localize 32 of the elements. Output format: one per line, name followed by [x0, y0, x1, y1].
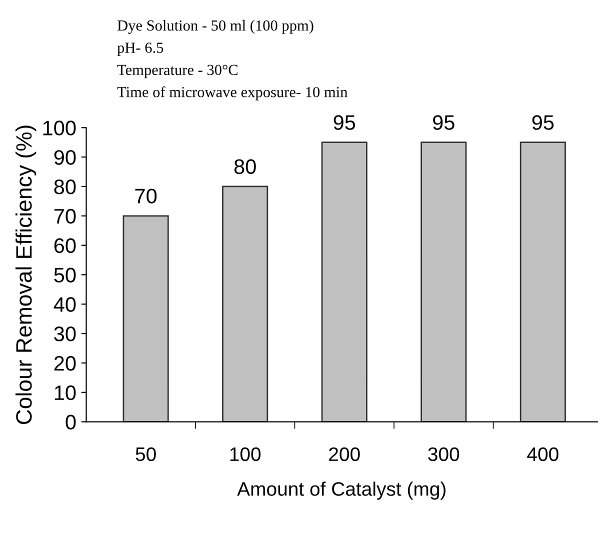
y-tick-label: 20 [54, 356, 76, 371]
x-axis-title: Amount of Catalyst (mg) [237, 482, 446, 500]
y-axis-title: Colour Removal Efficiency (%) [15, 126, 36, 424]
bar [222, 186, 268, 422]
data-label: 95 [532, 115, 554, 130]
y-tick-label: 80 [54, 179, 76, 194]
y-tick-label: 60 [54, 238, 76, 254]
data-label: 95 [433, 115, 454, 130]
y-tick-label: 90 [54, 150, 76, 165]
y-tick-label: 10 [54, 385, 76, 400]
y-tick-label: 30 [54, 326, 76, 342]
text: Temperature - 30°C [117, 64, 238, 78]
x-tick-label: 400 [527, 447, 558, 462]
x-tick-label: 200 [329, 447, 360, 462]
bar [122, 215, 169, 422]
y-tick-label: 0 [66, 414, 76, 430]
x-tick-label: 300 [428, 447, 460, 462]
text: Time of microwave exposure- 10 min [117, 86, 348, 100]
y-tick-label: 50 [54, 268, 76, 282]
y-tick-label: 100 [43, 120, 76, 136]
data-label: 70 [135, 188, 157, 204]
x-tick-label: 50 [136, 447, 156, 462]
text: pH- 6.5 [117, 42, 164, 56]
y-tick-label: 70 [54, 208, 76, 224]
bar [420, 142, 467, 422]
bar [520, 142, 566, 422]
bar [321, 142, 368, 422]
data-label: 95 [334, 115, 356, 130]
text: Dye Solution - 50 ml (100 ppm) [117, 20, 314, 34]
y-tick-label: 40 [54, 297, 76, 312]
x-tick-label: 100 [230, 447, 261, 462]
data-label: 80 [234, 159, 256, 174]
